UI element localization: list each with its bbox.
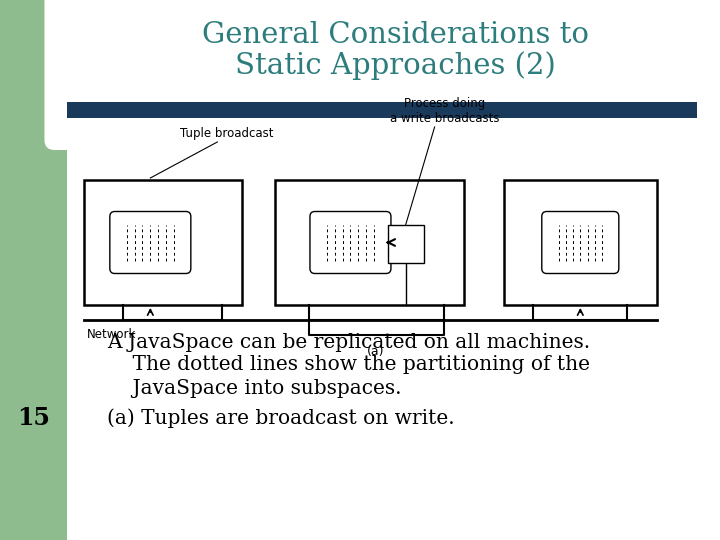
Text: 15: 15	[17, 406, 50, 430]
Bar	[84, 180, 242, 305]
Text: JavaSpace into subspaces.: JavaSpace into subspaces.	[107, 379, 401, 397]
Bar	[0, 0, 67, 540]
Text: Network: Network	[87, 328, 136, 341]
FancyBboxPatch shape	[310, 212, 391, 273]
Text: General Considerations to: General Considerations to	[202, 21, 588, 49]
Text: Static Approaches (2): Static Approaches (2)	[235, 52, 555, 80]
Text: A JavaSpace can be replicated on all machines.: A JavaSpace can be replicated on all mac…	[107, 333, 590, 352]
FancyBboxPatch shape	[541, 212, 618, 273]
Text: (a) Tuples are broadcast on write.: (a) Tuples are broadcast on write.	[107, 408, 454, 428]
Bar	[388, 225, 423, 262]
Bar	[504, 180, 657, 305]
FancyBboxPatch shape	[45, 0, 262, 150]
Bar	[274, 180, 464, 305]
Text: Tuple broadcast: Tuple broadcast	[181, 127, 274, 140]
Text: (a): (a)	[366, 345, 384, 358]
Bar	[67, 102, 698, 118]
Text: Process doing
a write broadcasts: Process doing a write broadcasts	[390, 97, 499, 125]
FancyBboxPatch shape	[110, 212, 191, 273]
Text: The dotted lines show the partitioning of the: The dotted lines show the partitioning o…	[107, 355, 590, 375]
